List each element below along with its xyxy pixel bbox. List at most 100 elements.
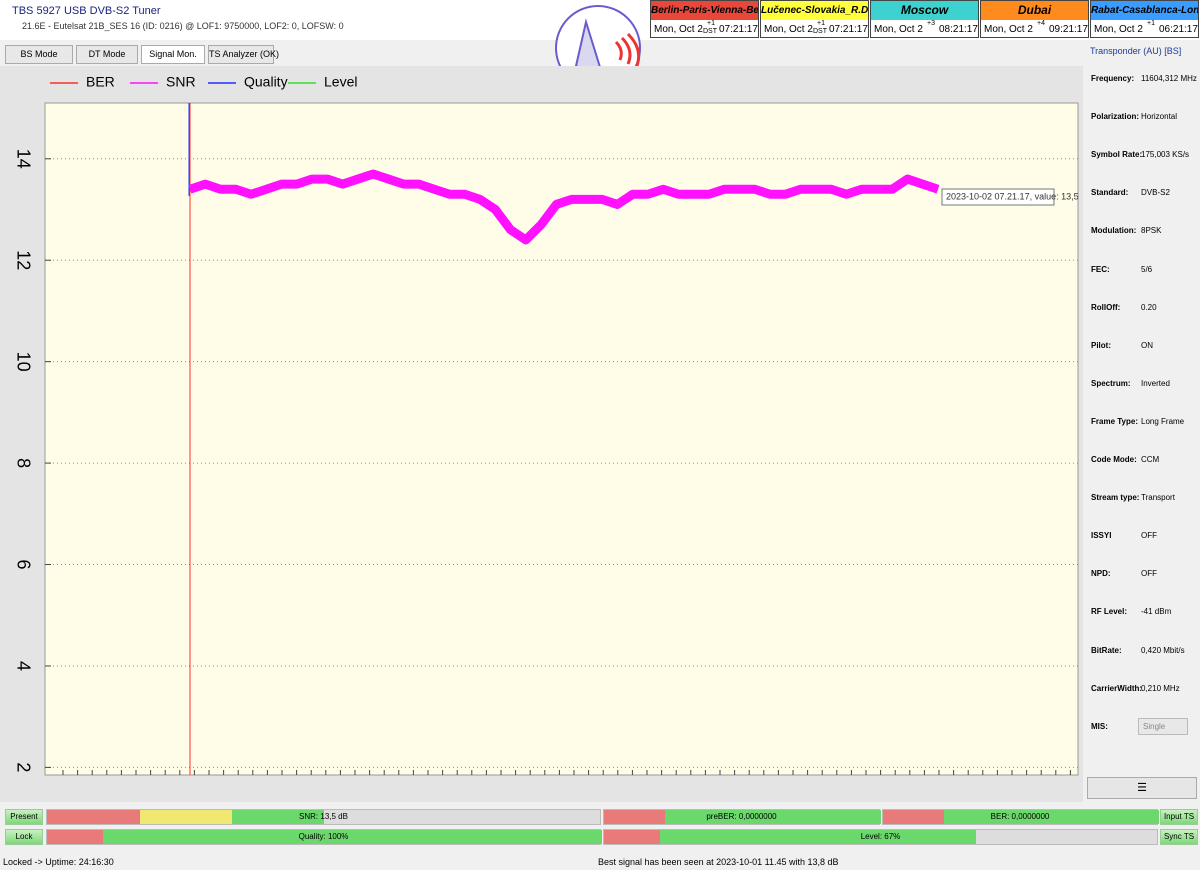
side-panel [1086, 40, 1200, 802]
field-value: Long Frame [1141, 416, 1185, 426]
clock-date: Mon, Oct 2 [1094, 24, 1143, 35]
clock-time: 07:21:17 [719, 24, 758, 35]
field-label: RF Level: [1091, 607, 1128, 617]
clock-date: Mon, Oct 2 [654, 24, 703, 35]
y-tick-label: 2 [13, 762, 33, 772]
series-line [188, 169, 940, 245]
tab[interactable]: Signal Mon. [141, 45, 205, 64]
status-button: Present [5, 809, 43, 825]
field-value: -41 dBm [1141, 607, 1172, 617]
clock: Moscow Mon, Oct 2 +3 08:21:17 [870, 0, 979, 38]
field-value: DVB-S2 [1141, 188, 1170, 198]
field-value: 175,003 KS/s [1141, 150, 1190, 160]
gauge-segment [664, 810, 881, 824]
clock: Rabat-Casablanca-London Mon, Oct 2 +1 06:21… [1090, 0, 1199, 38]
chart: 2 4 6 8 10 12 14 BER SNR Quality Level 2023-10-02 0… [13, 74, 1079, 776]
gauge: SNR: 13,5 dB [46, 809, 601, 825]
clock-date: Mon, Oct 2 [984, 24, 1033, 35]
field-label: Code Mode: [1091, 455, 1137, 464]
status-button: Sync TS [1160, 829, 1198, 845]
gauge-segment [232, 810, 325, 824]
clock-city: Dubai [981, 1, 1088, 20]
panel-button[interactable]: ☰ [1087, 777, 1197, 799]
gauge-segment [47, 810, 140, 824]
y-tick-label: 6 [13, 560, 33, 570]
field-label: ISSYI [1091, 531, 1112, 541]
field-label: Frame Type: [1091, 416, 1138, 426]
y-tick-label: 12 [13, 250, 33, 270]
field-value: 5/6 [1141, 264, 1153, 274]
gauge: Quality: 100% [46, 829, 602, 845]
clock-city: Moscow [871, 1, 978, 20]
field-label: CarrierWidth: [1091, 683, 1143, 693]
gauge-label: Level: 67% [860, 832, 901, 841]
legend-label: Quality [244, 74, 288, 90]
field-label: Stream type: [1091, 493, 1140, 503]
field-value: 0,420 Mbit/s [1141, 645, 1185, 655]
gauge-label: SNR: 13,5 dB [299, 812, 348, 821]
gauge-segment [883, 810, 944, 824]
app-subtitle: 21.6E - Eutelsat 21B_SES 16 (ID: 0216) @… [22, 21, 344, 31]
field-value: CCM [1141, 455, 1160, 464]
field-value: 8PSK [1141, 226, 1162, 236]
field-value: OFF [1141, 531, 1157, 541]
field-label: Modulation: [1091, 226, 1137, 236]
status-left: Locked -> Uptime: 24:16:30 [3, 857, 114, 867]
field-label: Symbol Rate: [1091, 150, 1143, 160]
tab[interactable]: TS Analyzer (OK) [208, 45, 279, 64]
field-label: Standard: [1091, 188, 1129, 198]
y-tick-label: 8 [13, 458, 33, 468]
clock-time: 08:21:17 [939, 24, 978, 35]
clock: Berlin-Paris-Vienna-Belgrade Mon, Oct 2 +1… [650, 0, 759, 38]
field-label: RollOff: [1091, 302, 1121, 312]
clock-city: Berlin-Paris-Vienna-Belgrade [651, 1, 758, 20]
status-button: Input TS [1160, 809, 1198, 825]
clock: Dubai Mon, Oct 2 +4 09:21:17 [980, 0, 1089, 38]
clock-date: Mon, Oct 2 [874, 24, 923, 35]
clock-city: Rabat-Casablanca-London [1091, 1, 1198, 20]
clock-time: 06:21:17 [1159, 24, 1198, 35]
clock-dst: DST [813, 28, 827, 35]
field-select[interactable]: Single [1138, 717, 1188, 735]
gauge-segment [102, 830, 602, 844]
field-value: OFF [1141, 569, 1157, 579]
field-value: Transport [1141, 493, 1175, 503]
field-label: Pilot: [1091, 340, 1111, 350]
field-label: MIS: [1091, 721, 1108, 731]
field-value: Inverted [1141, 378, 1170, 388]
clock-city: Lučenec-Slovakia_R.Dávid [761, 1, 868, 20]
gauge: Level: 67% [603, 829, 1158, 845]
y-tick-label: 10 [13, 352, 33, 372]
field-label: Spectrum: [1091, 378, 1131, 388]
field-value: 11604,312 MHz [1141, 74, 1197, 83]
tooltip-box [941, 188, 1055, 206]
legend-label: SNR [166, 74, 196, 90]
gauge-segment [139, 810, 233, 824]
legend-label: BER [86, 74, 115, 90]
tab[interactable]: BS Mode [5, 45, 73, 64]
field-value: 0,210 MHz [1141, 683, 1180, 693]
y-tick-label: 14 [13, 149, 33, 169]
status-center: Best signal has been seen at 2023-10-01 … [598, 857, 839, 867]
clock-offset: +1 [817, 20, 825, 27]
field-label: Polarization: [1091, 112, 1140, 122]
gauge-segment [659, 830, 976, 844]
tooltip: 2023-10-02 07.21.17, value: 13,5 [946, 191, 1079, 201]
tab[interactable]: DT Mode [76, 45, 138, 64]
status-button: Lock [5, 829, 43, 845]
clock-dst: DST [703, 28, 717, 35]
gauge: preBER: 0,0000000 [603, 809, 881, 825]
clock-offset: +3 [927, 20, 935, 27]
gauge-label: preBER: 0,0000000 [706, 812, 777, 821]
clock-time: 09:21:17 [1049, 24, 1088, 35]
clock-date: Mon, Oct 2 [764, 24, 813, 35]
app-title: TBS 5927 USB DVB-S2 Tuner [12, 5, 161, 17]
field-value: Horizontal [1141, 112, 1178, 122]
gauge-label: Quality: 100% [298, 832, 349, 841]
clock-offset: +4 [1037, 20, 1045, 27]
field-value: ON [1141, 340, 1153, 350]
gauge-segment [604, 810, 665, 824]
plot-area [44, 102, 1079, 776]
clock-offset: +1 [1147, 20, 1155, 27]
